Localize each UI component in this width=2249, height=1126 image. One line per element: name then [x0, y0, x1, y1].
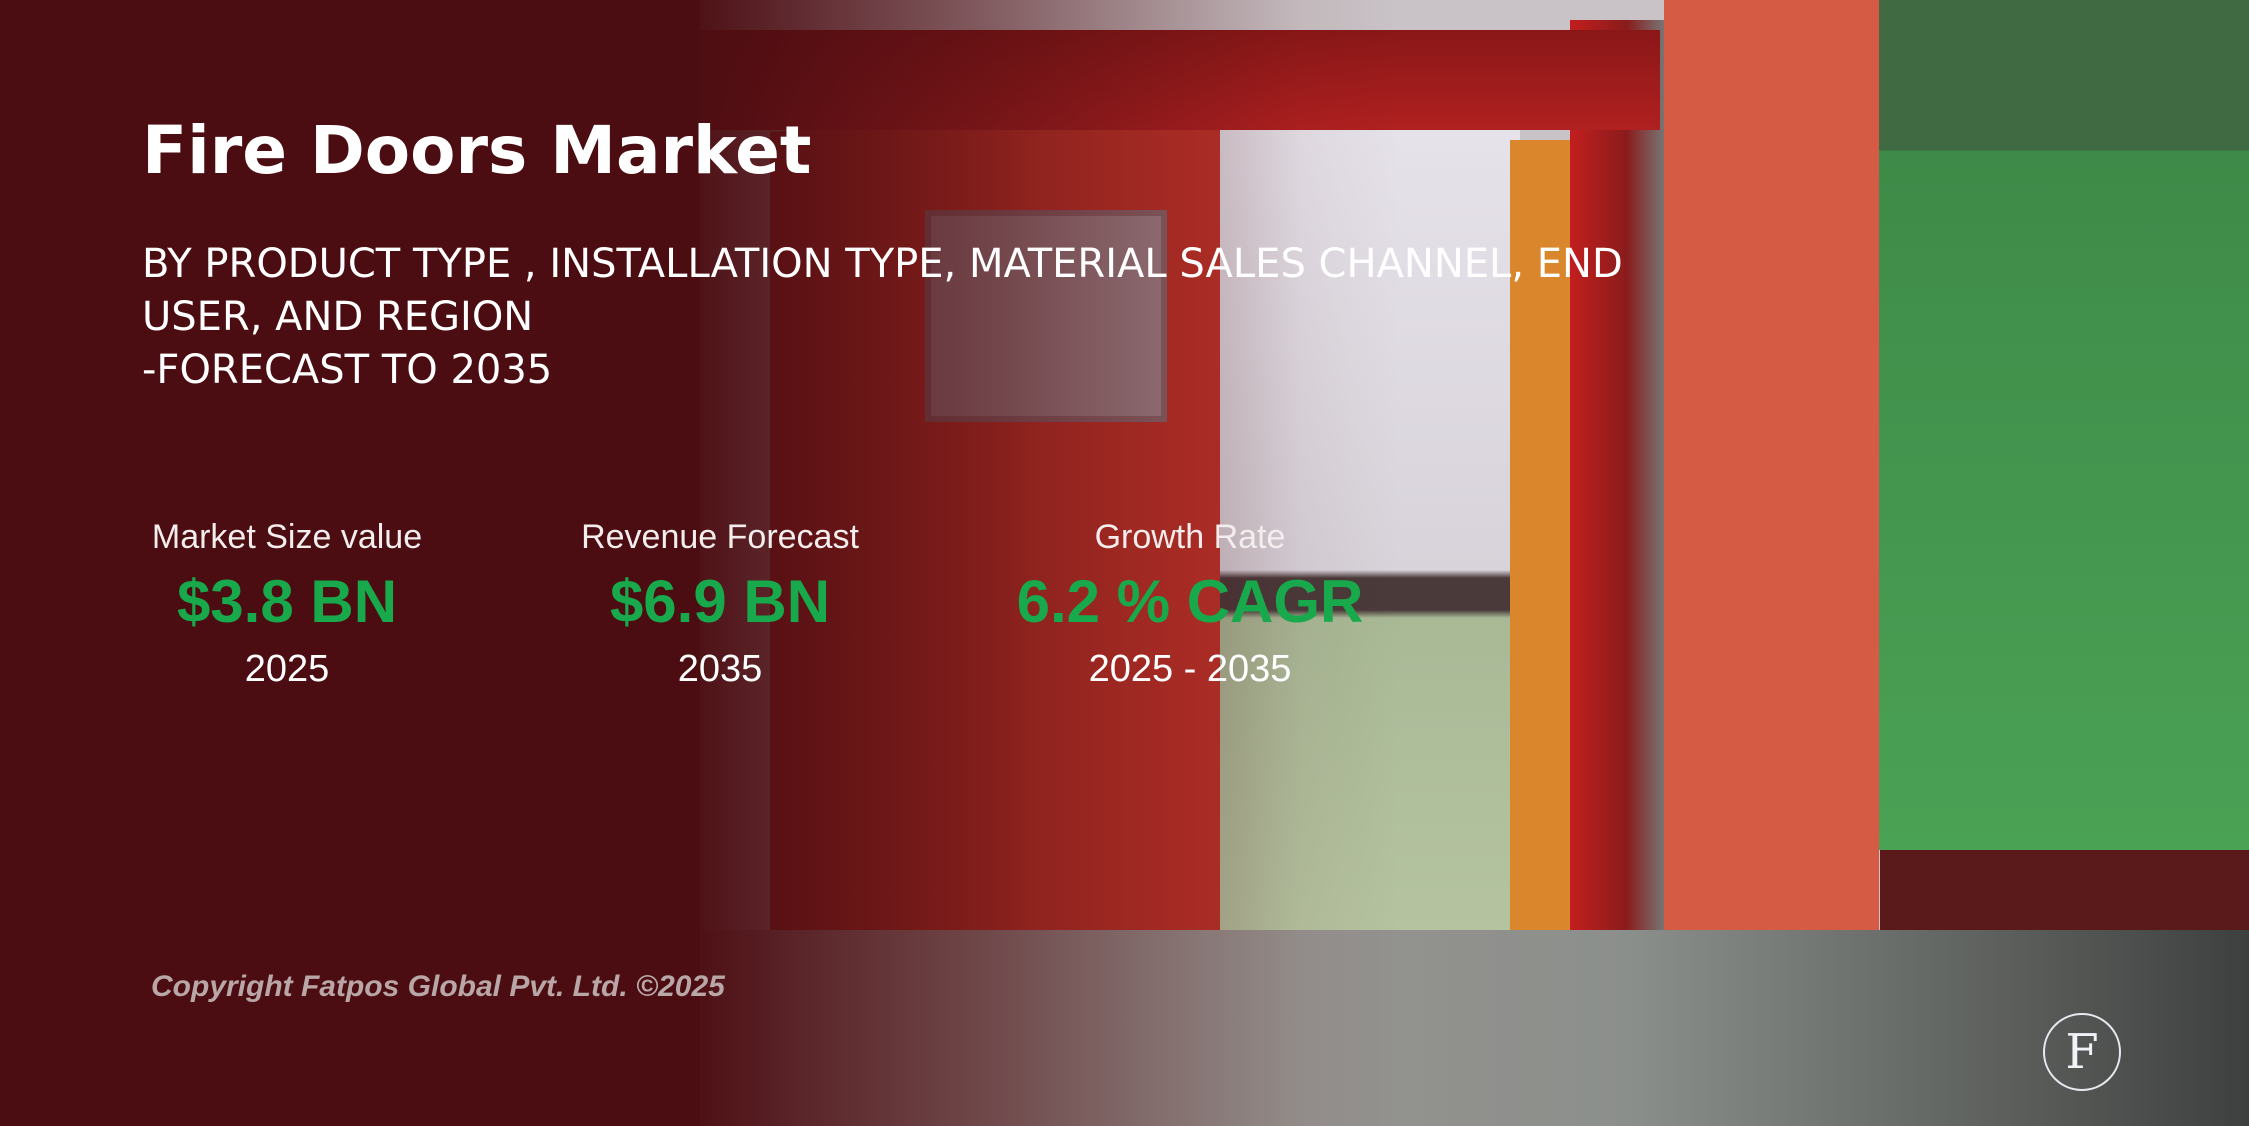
metric-period: 2025 - 2035 — [1088, 648, 1292, 690]
metric-period: 2035 — [677, 648, 763, 690]
subtitle-block: BY PRODUCT TYPE , INSTALLATION TYPE, MAT… — [142, 238, 1742, 397]
metric-period: 2025 — [244, 648, 330, 690]
forecast: -FORECAST TO 2035 — [142, 347, 553, 393]
metric-value: $6.9 BN — [609, 568, 831, 635]
metric: Market Size value $3.8 BN 2025 — [77, 518, 497, 691]
metric-value: 6.2 % CAGR — [1016, 568, 1364, 635]
metric-label: Growth Rate — [1094, 518, 1286, 556]
metric-label: Revenue Forecast — [581, 518, 859, 556]
logo: F — [2043, 1013, 2121, 1091]
subtitle: BY PRODUCT TYPE , INSTALLATION TYPE, MAT… — [142, 241, 1623, 340]
copyright: Copyright Fatpos Global Pvt. Ltd. ©2025 — [151, 970, 725, 1003]
metric: Revenue Forecast $6.9 BN 2035 — [510, 518, 930, 691]
title: Fire Doors Market — [142, 112, 812, 189]
metric-label: Market Size value — [151, 518, 423, 556]
metric-value: $3.8 BN — [176, 568, 398, 635]
metric: Growth Rate 6.2 % CAGR 2025 - 2035 — [980, 518, 1400, 691]
